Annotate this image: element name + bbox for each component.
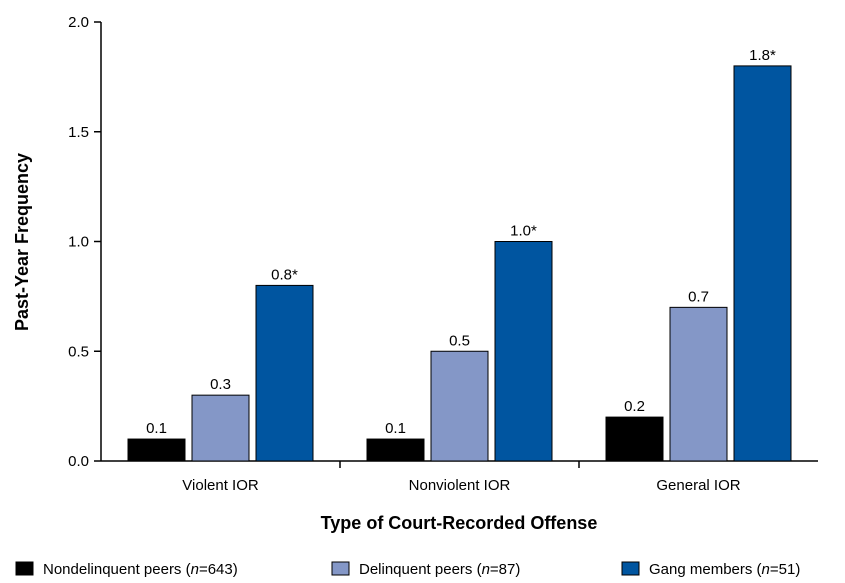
bar-value-label: 0.1 xyxy=(146,420,167,437)
legend-item: Gang members (n=51) xyxy=(621,561,800,578)
category-label: Nonviolent IOR xyxy=(409,477,511,494)
bar xyxy=(127,438,186,462)
legend-label: Nondelinquent peers (n=643) xyxy=(43,561,238,578)
legend-swatch xyxy=(15,561,34,576)
bar-value-label: 0.8* xyxy=(271,266,298,283)
bar xyxy=(733,65,792,462)
y-axis-title: Past-Year Frequency xyxy=(12,153,32,331)
bar xyxy=(255,284,314,462)
y-tick-label: 1.0 xyxy=(68,234,89,251)
legend: Nondelinquent peers (n=643) Delinquent pe… xyxy=(15,561,800,578)
legend-label: Gang members (n=51) xyxy=(649,561,800,578)
bar-value-label: 1.0* xyxy=(510,223,537,240)
bar-value-label: 0.7 xyxy=(688,288,709,305)
y-tick-label: 0.5 xyxy=(68,343,89,360)
bar xyxy=(669,306,728,462)
legend-item: Nondelinquent peers (n=643) xyxy=(15,561,238,578)
y-tick-label: 0.0 xyxy=(68,453,89,470)
legend-swatch xyxy=(621,561,640,576)
data-labels: 0.1 0.3 0.8* 0.1 0.5 1.0* 0.2 0.7 1.8* xyxy=(146,47,776,437)
y-tick-label: 1.5 xyxy=(68,124,89,141)
bar-value-label: 0.1 xyxy=(385,420,406,437)
category-labels: Violent IOR Nonviolent IOR General IOR xyxy=(182,477,740,494)
bar-value-label: 1.8* xyxy=(749,47,776,64)
bar xyxy=(494,241,553,462)
bars xyxy=(127,65,792,462)
bar-value-label: 0.2 xyxy=(624,398,645,415)
legend-swatch xyxy=(331,561,350,576)
legend-item: Delinquent peers (n=87) xyxy=(331,561,520,578)
bar-value-label: 0.5 xyxy=(449,332,470,349)
bar xyxy=(191,394,250,462)
legend-label: Delinquent peers (n=87) xyxy=(359,561,520,578)
bar xyxy=(366,438,425,462)
y-tick-label: 2.0 xyxy=(68,14,89,31)
bar-value-label: 0.3 xyxy=(210,376,231,393)
category-label: Violent IOR xyxy=(182,477,259,494)
bar xyxy=(605,416,664,462)
category-label: General IOR xyxy=(656,477,740,494)
bar xyxy=(430,350,489,462)
y-axis-ticks: 0.0 0.5 1.0 1.5 2.0 xyxy=(68,14,101,470)
x-axis-title: Type of Court-Recorded Offense xyxy=(321,513,598,533)
